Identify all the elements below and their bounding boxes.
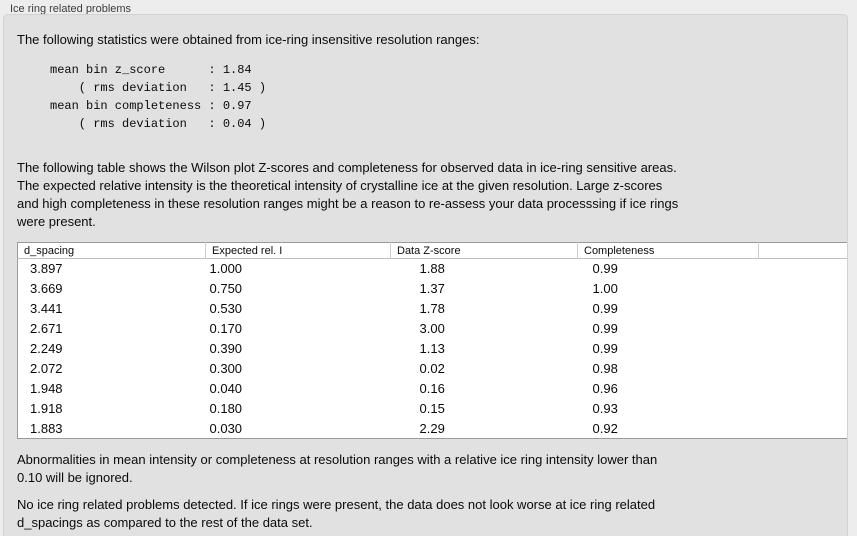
table-cell: 0.390 bbox=[209, 341, 243, 356]
ignore-note: Abnormalities in mean intensity or compl… bbox=[17, 452, 658, 485]
table-cell: 1.918 bbox=[30, 401, 63, 416]
column-header-expected-rel-i[interactable]: Expected rel. I bbox=[205, 242, 391, 259]
table-cell: 0.16 bbox=[419, 381, 445, 396]
intro-text: The following statistics were obtained f… bbox=[17, 32, 480, 47]
table-cell: 0.98 bbox=[592, 361, 618, 376]
table-cell: 1.37 bbox=[419, 281, 445, 296]
table-cell: 2.249 bbox=[30, 341, 63, 356]
table-header-row: d_spacing Expected rel. I Data Z-score C… bbox=[17, 242, 847, 259]
table-cell: 0.170 bbox=[209, 321, 243, 336]
table-cell: 0.99 bbox=[592, 341, 618, 356]
table-cell: 0.15 bbox=[419, 401, 445, 416]
table-cell: 1.000 bbox=[209, 261, 243, 277]
table-cell: 3.897 bbox=[30, 261, 63, 277]
table-cell: 1.78 bbox=[419, 301, 445, 316]
table-cell: 1.13 bbox=[419, 341, 445, 356]
panel-title: Ice ring related problems bbox=[10, 3, 132, 15]
table-cell: 1.948 bbox=[30, 381, 63, 396]
table-cell: 0.300 bbox=[209, 361, 243, 376]
table-row[interactable]: 1.948 0.040 0.16 0.96 bbox=[18, 379, 848, 399]
table-description: The following table shows the Wilson plo… bbox=[17, 160, 679, 229]
table-cell: 0.180 bbox=[209, 401, 243, 416]
column-header-completeness[interactable]: Completeness bbox=[577, 242, 759, 259]
table-cell: 0.96 bbox=[592, 381, 618, 396]
table-cell: 0.530 bbox=[209, 301, 243, 316]
table-cell: 0.040 bbox=[209, 381, 243, 396]
table-cell: 3.441 bbox=[30, 301, 63, 316]
ice-ring-groupbox: The following statistics were obtained f… bbox=[3, 14, 848, 536]
table-row[interactable]: 1.918 0.180 0.15 0.93 bbox=[18, 399, 848, 419]
table-cell: 0.93 bbox=[592, 401, 618, 416]
table-cell: 0.030 bbox=[209, 420, 243, 436]
table-body: 3.897 1.000 1.88 0.99 3.669 0.750 1.37 1.00 3.44… bbox=[18, 259, 848, 439]
table-cell-filler bbox=[759, 379, 848, 399]
table-cell: 0.99 bbox=[592, 261, 618, 277]
table-cell: 2.671 bbox=[30, 321, 63, 336]
table-cell: 2.29 bbox=[419, 420, 445, 436]
table-cell: 0.92 bbox=[592, 420, 618, 436]
table-cell-filler bbox=[759, 319, 848, 339]
table-cell: 3.669 bbox=[30, 281, 63, 296]
conclusion-text: No ice ring related problems detected. I… bbox=[17, 497, 656, 530]
table-cell: 1.00 bbox=[592, 281, 618, 296]
stats-block: mean bin z_score : 1.84 ( rms deviation … bbox=[50, 63, 267, 131]
table-cell: 0.99 bbox=[592, 321, 618, 336]
table-cell-filler bbox=[759, 299, 848, 319]
table-cell-filler bbox=[759, 339, 848, 359]
ice-ring-table[interactable]: d_spacing Expected rel. I Data Z-score C… bbox=[17, 242, 848, 439]
table-cell: 0.750 bbox=[209, 281, 243, 296]
table-cell: 0.02 bbox=[419, 361, 445, 376]
table-row[interactable]: 1.883 0.030 2.29 0.92 bbox=[18, 419, 848, 439]
table-cell: 1.883 bbox=[30, 420, 63, 436]
table-row[interactable]: 2.671 0.170 3.00 0.99 bbox=[18, 319, 848, 339]
column-header-d-spacing[interactable]: d_spacing bbox=[17, 242, 206, 259]
table-cell: 3.00 bbox=[419, 321, 445, 336]
table-cell-filler bbox=[759, 359, 848, 379]
table-cell: 1.88 bbox=[419, 261, 445, 277]
table-cell-filler bbox=[759, 279, 848, 299]
column-header-data-z-score[interactable]: Data Z-score bbox=[390, 242, 578, 259]
table-cell: 0.99 bbox=[592, 301, 618, 316]
table-cell-filler bbox=[759, 419, 848, 439]
table-row[interactable]: 2.249 0.390 1.13 0.99 bbox=[18, 339, 848, 359]
table-cell-filler bbox=[759, 399, 848, 419]
table-cell: 2.072 bbox=[30, 361, 63, 376]
table-row[interactable]: 3.897 1.000 1.88 0.99 bbox=[18, 259, 848, 279]
table-row[interactable]: 3.669 0.750 1.37 1.00 bbox=[18, 279, 848, 299]
table-row[interactable]: 2.072 0.300 0.02 0.98 bbox=[18, 359, 848, 379]
table-row[interactable]: 3.441 0.530 1.78 0.99 bbox=[18, 299, 848, 319]
column-header-filler bbox=[758, 242, 847, 259]
table-cell-filler bbox=[759, 259, 848, 279]
